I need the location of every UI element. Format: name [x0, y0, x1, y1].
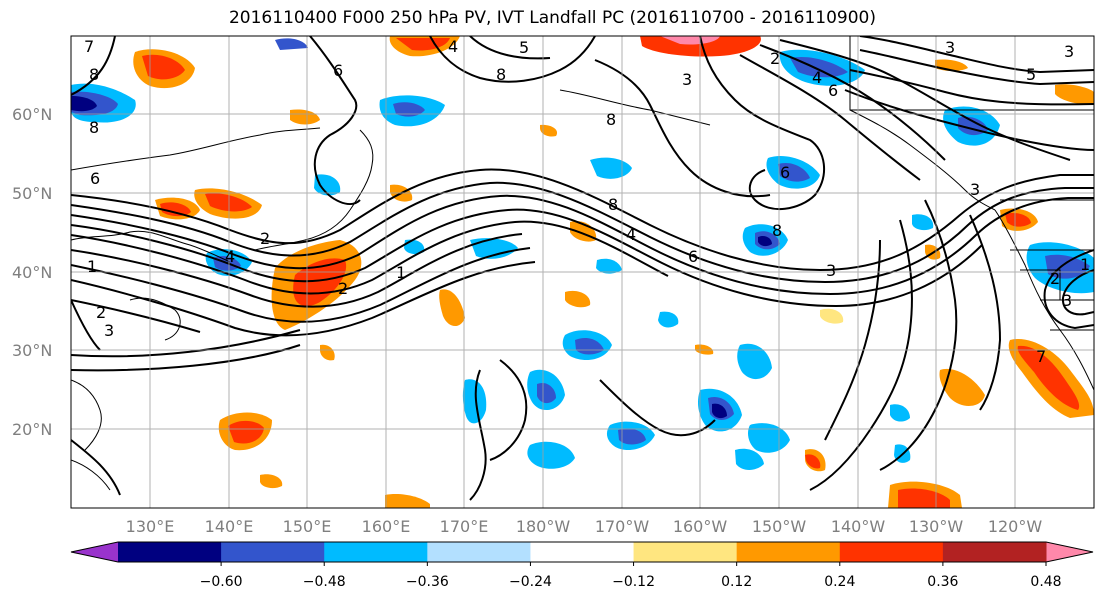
contour-label: 3 — [682, 70, 692, 89]
contour-label: 6 — [828, 81, 838, 100]
contour-label: 2 — [338, 279, 348, 298]
contour-labels: 7 6 8 5 4 3 8 2 4 6 3 5 6 8 4 6 8 1 2 3 … — [84, 37, 1090, 366]
colorbar-tick-label: 0.48 — [1030, 574, 1061, 590]
colorbar-segment — [736, 542, 841, 562]
pv-contours — [71, 36, 1094, 501]
contour-label: 4 — [225, 247, 235, 266]
lon-label: 140°W — [831, 517, 886, 536]
colorbar-tick-label: −0.36 — [406, 574, 449, 590]
colorbar-tick-label: −0.60 — [200, 574, 243, 590]
contour-label: 3 — [104, 321, 114, 340]
colorbar-segment — [530, 542, 635, 562]
map-title: 2016110400 F000 250 hPa PV, IVT Landfall… — [228, 8, 876, 28]
colorbar-segment — [942, 542, 1047, 562]
contour-label: 6 — [688, 247, 698, 266]
colorbar-tick-label: −0.48 — [303, 574, 346, 590]
contour-label: 8 — [772, 221, 782, 240]
colorbar-tick-label: −0.24 — [509, 574, 552, 590]
lon-label: 170°W — [595, 517, 650, 536]
map-frame — [70, 35, 1095, 509]
lon-label: 130°W — [909, 517, 964, 536]
contour-label: 4 — [448, 37, 458, 56]
contour-label: 7 — [84, 37, 94, 56]
lat-label: 30°N — [12, 341, 52, 360]
lon-label: 170°E — [440, 517, 489, 536]
contour-label: 2 — [260, 229, 270, 248]
contour-label: 4 — [812, 68, 822, 87]
lat-label: 40°N — [12, 263, 52, 282]
contour-label: 1 — [87, 257, 97, 276]
lon-label: 150°E — [283, 517, 332, 536]
contour-label: 6 — [780, 163, 790, 182]
contour-label: 5 — [519, 38, 529, 57]
lon-label: 180°W — [516, 517, 571, 536]
contour-label: 8 — [606, 110, 616, 129]
lon-label: 130°E — [126, 517, 175, 536]
contour-label: 5 — [1026, 65, 1036, 84]
coastlines — [71, 36, 1094, 491]
contour-label: 3 — [970, 180, 980, 199]
lon-label: 120°W — [988, 517, 1043, 536]
contour-label: 2 — [96, 303, 106, 322]
contour-label: 2 — [770, 49, 780, 68]
contour-label: 7 — [1036, 347, 1046, 366]
graticule — [71, 36, 1094, 508]
latitude-labels: 60°N 50°N 40°N 30°N 20°N — [12, 105, 52, 439]
lon-label: 160°E — [362, 517, 411, 536]
contour-label: 8 — [89, 118, 99, 137]
colorbar-segment — [839, 542, 944, 562]
lon-label: 150°W — [752, 517, 807, 536]
colorbar-min-extension — [71, 542, 118, 562]
contour-label: 6 — [90, 169, 100, 188]
lon-label: 140°E — [205, 517, 254, 536]
contour-label: 1 — [396, 263, 406, 282]
colorbar-segment — [427, 542, 531, 562]
contour-label: 3 — [945, 38, 955, 57]
longitude-labels: 130°E 140°E 150°E 160°E 170°E 180°W 170°… — [126, 517, 1043, 536]
colorbar-segment — [324, 542, 428, 562]
contour-label: 8 — [496, 65, 506, 84]
contour-label: 2 — [1050, 269, 1060, 288]
contour-label: 1 — [1080, 255, 1090, 274]
lon-label: 160°W — [673, 517, 728, 536]
colorbar-tick-label: 0.12 — [721, 574, 752, 590]
lat-label: 50°N — [12, 184, 52, 203]
contour-label: 3 — [1064, 42, 1074, 61]
colorbar-tick-label: 0.36 — [927, 574, 958, 590]
contour-label: 3 — [1062, 291, 1072, 310]
contour-label: 8 — [89, 65, 99, 84]
contour-label: 8 — [608, 195, 618, 214]
contour-label: 4 — [626, 225, 636, 244]
colorbar: −0.60 −0.48 −0.36 −0.24 −0.12 0.12 0.24 0.36 0.4… — [70, 541, 1094, 590]
colorbar-segment — [221, 542, 325, 562]
colorbar-segment — [118, 542, 222, 562]
lat-label: 20°N — [12, 420, 52, 439]
colorbar-max-extension — [1046, 542, 1093, 562]
lat-label: 60°N — [12, 105, 52, 124]
colorbar-tick-label: 0.24 — [824, 574, 855, 590]
colorbar-tick-label: −0.12 — [612, 574, 655, 590]
contour-label: 3 — [826, 261, 836, 280]
colorbar-segment — [633, 542, 738, 562]
contour-label: 6 — [333, 61, 343, 80]
